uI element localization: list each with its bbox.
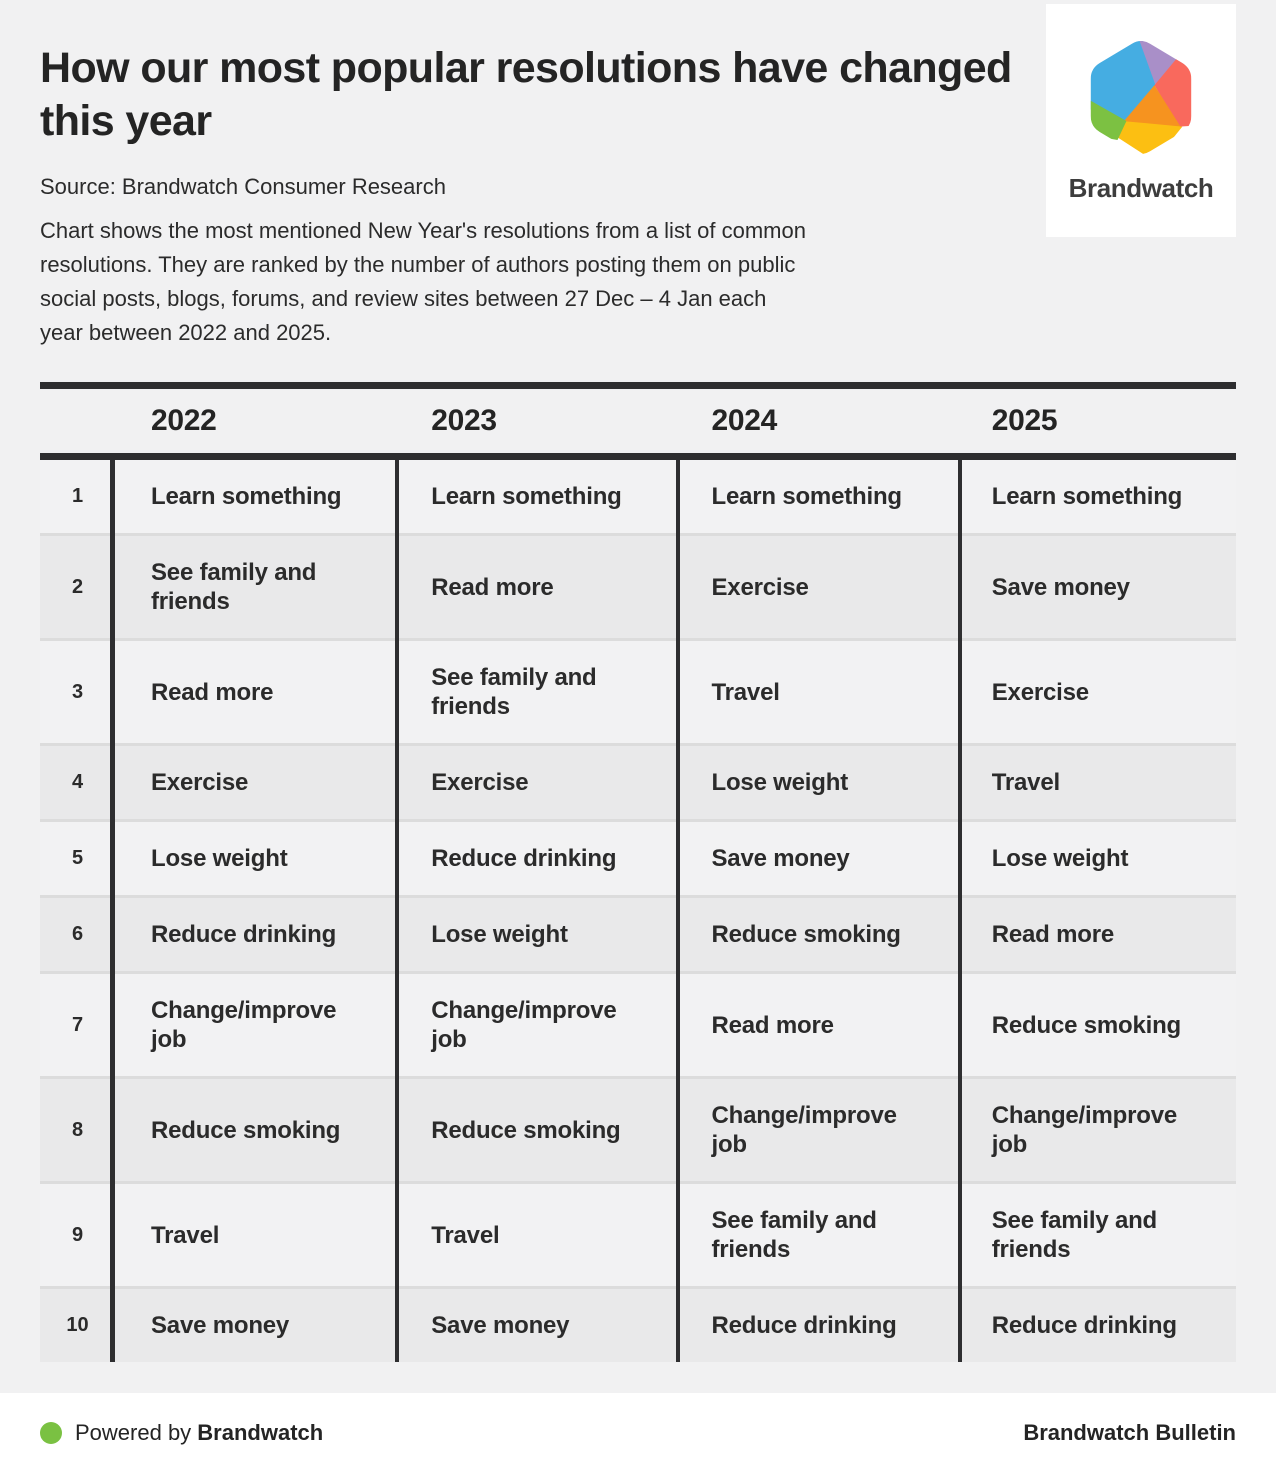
rank-cell: 5 xyxy=(71,847,84,869)
green-dot-icon xyxy=(40,1421,62,1444)
resolution-cell: Travel xyxy=(991,769,1060,796)
table-header-rule xyxy=(40,453,1236,460)
source-text: Source: Brandwatch Consumer Research xyxy=(40,174,446,199)
resolution-cell: Change/improve job xyxy=(991,1102,1177,1158)
resolution-cell: Exercise xyxy=(711,573,809,601)
resolution-cell: Reduce smoking xyxy=(711,921,901,948)
resolution-cell: Lose weight xyxy=(991,845,1129,872)
table-row: 3 Read more See family and friends Trave… xyxy=(40,638,1236,743)
resolution-cell: Reduce drinking xyxy=(431,845,617,872)
resolution-cell: See family and friends xyxy=(991,1207,1158,1263)
title-line-2: this year xyxy=(40,97,212,145)
resolution-cell: Save money xyxy=(151,1312,290,1339)
table-row: 8 Reduce smoking Reduce smoking Change/i… xyxy=(40,1076,1236,1181)
resolution-cell: Reduce smoking xyxy=(431,1116,621,1144)
resolution-cell: Travel xyxy=(151,1221,220,1249)
resolution-cell: See family and friends xyxy=(151,559,317,615)
resolution-cell: Save money xyxy=(991,573,1130,601)
column-divider xyxy=(110,460,115,1362)
logo-facet-orange xyxy=(1123,85,1182,128)
table-row: 9 Travel Travel See family and friends S… xyxy=(40,1181,1236,1286)
brandwatch-hexagon-icon xyxy=(1090,40,1192,155)
rank-cell: 9 xyxy=(71,1223,84,1246)
brandwatch-logo-card: Brandwatch xyxy=(1046,4,1236,237)
resolution-cell: Reduce drinking xyxy=(151,921,337,948)
resolution-cell: See family and friends xyxy=(431,664,597,720)
rank-cell: 3 xyxy=(71,680,84,703)
year-header-2025: 2025 xyxy=(991,404,1058,437)
resolution-cell: Learn something xyxy=(151,483,342,510)
resolution-cell: Lose weight xyxy=(151,845,288,872)
chart-description: Chart shows the most mentioned New Year'… xyxy=(40,214,1236,350)
rank-cell: 1 xyxy=(71,485,84,507)
table-body: 1 Learn something Learn something Learn … xyxy=(40,460,1236,1362)
table-row: 1 Learn something Learn something Learn … xyxy=(40,460,1236,533)
resolution-cell: Save money xyxy=(711,845,850,872)
brandwatch-wordmark: Brandwatch xyxy=(1068,173,1214,203)
description-line: Chart shows the most mentioned New Year'… xyxy=(40,218,806,243)
resolution-cell: Travel xyxy=(431,1221,500,1249)
logo-facet-yellow xyxy=(1116,120,1183,155)
table-row: 2 See family and friends Read more Exerc… xyxy=(40,533,1236,638)
resolution-cell: Change/improve job xyxy=(711,1102,897,1158)
resolution-cell: Learn something xyxy=(711,483,903,510)
resolution-cell: Reduce smoking xyxy=(991,1011,1181,1039)
resolution-cell: Learn something xyxy=(991,483,1183,510)
table-header-row: 2022 2023 2024 2025 xyxy=(40,389,1236,453)
rank-cell: 6 xyxy=(71,923,84,945)
resolution-cell: Read more xyxy=(991,921,1114,948)
resolution-cell: Read more xyxy=(431,573,554,601)
resolution-cell: Reduce drinking xyxy=(711,1312,897,1339)
year-header-2022: 2022 xyxy=(151,404,217,437)
resolution-cell: Change/improve job xyxy=(151,997,337,1053)
powered-by: Powered by Brandwatch xyxy=(40,1420,323,1446)
rank-cell: 8 xyxy=(71,1118,84,1141)
resolution-cell: Reduce drinking xyxy=(991,1312,1177,1339)
year-header-2023: 2023 xyxy=(431,404,497,437)
title-line-1: How our most popular resolutions have ch… xyxy=(40,44,1012,92)
resolution-cell: Change/improve job xyxy=(431,997,617,1053)
table-top-rule xyxy=(40,382,1236,389)
column-divider xyxy=(395,460,399,1362)
bulletin-label: Brandwatch Bulletin xyxy=(1023,1419,1236,1445)
resolution-cell: Exercise xyxy=(991,678,1089,706)
resolution-cell: Exercise xyxy=(431,769,529,796)
logo-facet-red xyxy=(1154,51,1192,127)
table-row: 6 Reduce drinking Lose weight Reduce smo… xyxy=(40,895,1236,971)
resolution-cell: Lose weight xyxy=(711,769,849,796)
resolution-cell: Lose weight xyxy=(431,921,568,948)
year-header-2024: 2024 xyxy=(711,404,778,437)
description-line: resolutions. They are ranked by the numb… xyxy=(40,252,796,277)
table-row: 5 Lose weight Reduce drinking Save money… xyxy=(40,819,1236,895)
description-line: social posts, blogs, forums, and review … xyxy=(40,286,767,311)
rank-cell: 10 xyxy=(66,1314,89,1336)
resolution-cell: Reduce smoking xyxy=(151,1116,341,1144)
powered-by-brand: Brandwatch xyxy=(197,1419,324,1445)
powered-by-prefix: Powered by xyxy=(75,1419,198,1445)
resolution-cell: Learn something xyxy=(431,483,622,510)
resolution-cell: Save money xyxy=(431,1312,570,1339)
rank-cell: 2 xyxy=(71,575,84,598)
resolution-cell: Read more xyxy=(711,1011,834,1039)
page-title: How our most popular resolutions have ch… xyxy=(40,0,1040,148)
resolution-cell: Read more xyxy=(151,678,274,706)
rank-cell: 7 xyxy=(71,1013,84,1036)
resolution-cell: Travel xyxy=(711,678,780,706)
footer-bar: Powered by Brandwatch Brandwatch Bulleti… xyxy=(0,1393,1276,1472)
table-row: 4 Exercise Exercise Lose weight Travel xyxy=(40,743,1236,819)
table-row: 10 Save money Save money Reduce drinking… xyxy=(40,1286,1236,1362)
column-divider xyxy=(676,460,680,1362)
table-row: 7 Change/improve job Change/improve job … xyxy=(40,971,1236,1076)
resolution-cell: See family and friends xyxy=(711,1207,877,1263)
rank-cell: 4 xyxy=(71,771,84,793)
content-area: How our most popular resolutions have ch… xyxy=(40,0,1236,1362)
resolution-cell: Exercise xyxy=(151,769,249,796)
column-divider xyxy=(958,460,962,1362)
description-line: year between 2022 and 2025. xyxy=(40,320,332,345)
logo-facet-purple xyxy=(1136,40,1192,86)
